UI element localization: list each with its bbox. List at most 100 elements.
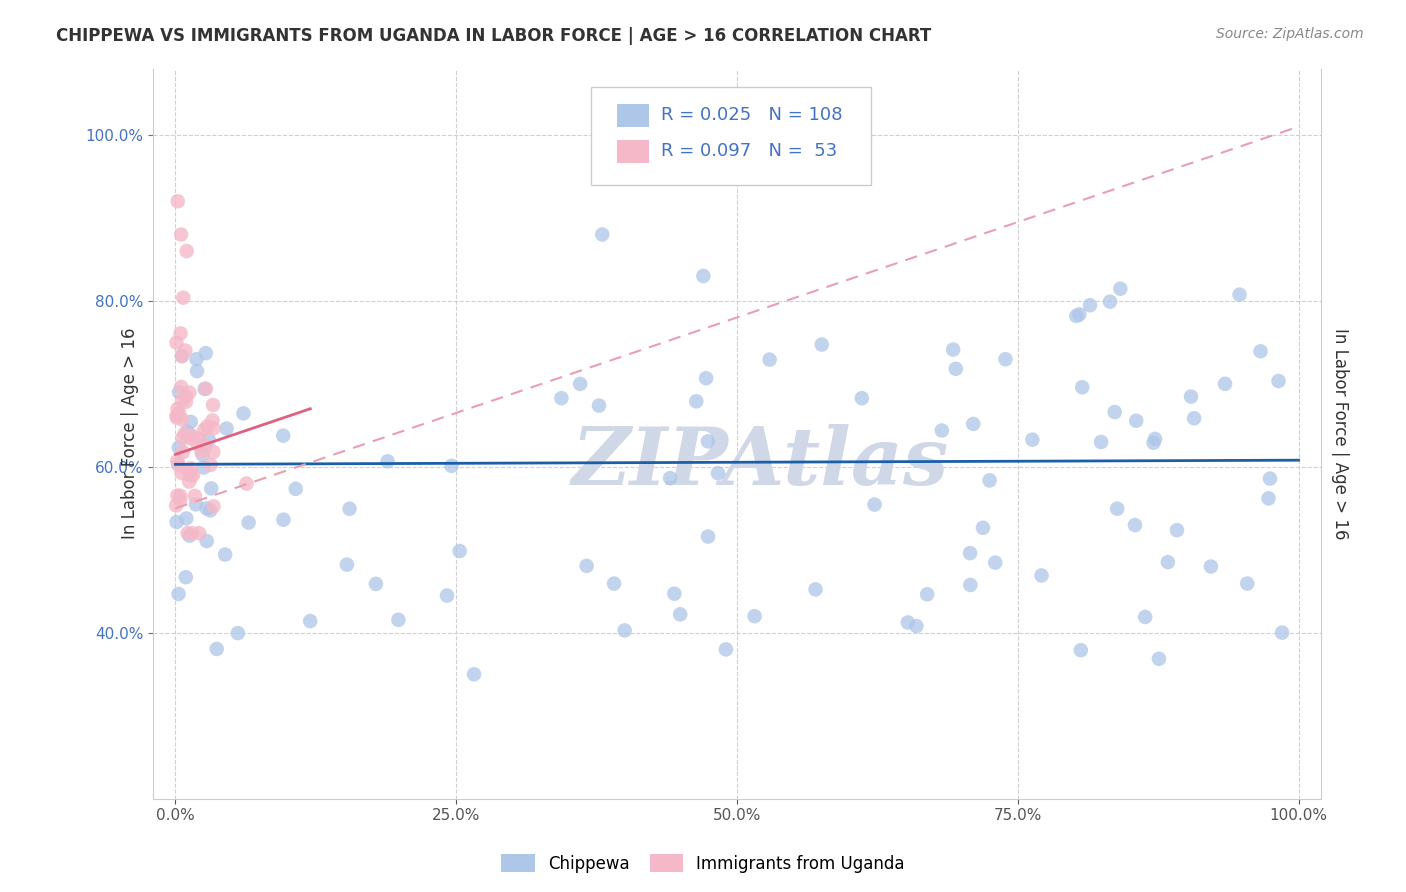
Point — [1069, 308, 1091, 322]
FancyBboxPatch shape — [617, 103, 650, 127]
Point — [174, 394, 197, 409]
Point — [364, 577, 387, 591]
Point — [197, 433, 219, 447]
Point — [1236, 576, 1258, 591]
Point — [1180, 390, 1202, 404]
Point — [550, 391, 572, 405]
Point — [984, 556, 1007, 570]
Point — [436, 589, 458, 603]
Point — [1143, 432, 1166, 446]
Point — [685, 394, 707, 409]
Point — [1071, 380, 1094, 394]
Point — [202, 421, 225, 435]
Point — [202, 398, 225, 412]
Point — [172, 445, 194, 459]
Point — [190, 445, 212, 459]
Point — [167, 587, 190, 601]
Point — [915, 587, 938, 601]
Point — [172, 393, 194, 408]
Point — [1142, 435, 1164, 450]
Point — [1147, 652, 1170, 666]
Point — [945, 361, 967, 376]
Point — [169, 493, 191, 508]
Point — [299, 614, 322, 628]
Point — [1070, 643, 1092, 657]
Point — [1125, 414, 1147, 428]
Point — [200, 482, 222, 496]
Point — [695, 371, 717, 385]
Point — [707, 466, 730, 480]
Point — [194, 382, 217, 396]
Point — [271, 428, 294, 442]
Point — [931, 424, 953, 438]
Point — [181, 526, 204, 541]
Point — [167, 406, 190, 420]
Point — [588, 399, 610, 413]
Point — [200, 503, 222, 517]
Point — [202, 445, 225, 459]
Point — [165, 499, 187, 513]
Point — [962, 417, 984, 431]
Point — [176, 244, 198, 258]
FancyBboxPatch shape — [591, 87, 872, 186]
Point — [167, 458, 190, 472]
Text: CHIPPEWA VS IMMIGRANTS FROM UGANDA IN LABOR FORCE | AGE > 16 CORRELATION CHART: CHIPPEWA VS IMMIGRANTS FROM UGANDA IN LA… — [56, 27, 932, 45]
Point — [186, 352, 208, 367]
Point — [1199, 559, 1222, 574]
Point — [1104, 405, 1126, 419]
Point — [804, 582, 827, 597]
Point — [180, 415, 202, 429]
Text: R = 0.097   N =  53: R = 0.097 N = 53 — [661, 142, 838, 160]
Point — [339, 501, 361, 516]
Point — [174, 570, 197, 584]
Point — [714, 642, 737, 657]
Point — [172, 431, 194, 445]
Point — [1271, 625, 1294, 640]
Point — [1267, 374, 1289, 388]
Point — [569, 376, 592, 391]
Point — [188, 526, 211, 541]
Y-axis label: In Labor Force | Age > 16: In Labor Force | Age > 16 — [1331, 328, 1348, 540]
Point — [1166, 523, 1188, 537]
Point — [170, 227, 193, 242]
Point — [449, 544, 471, 558]
Point — [232, 406, 254, 420]
Point — [1258, 472, 1281, 486]
Point — [238, 516, 260, 530]
Point — [1250, 344, 1272, 359]
Point — [591, 227, 613, 242]
Point — [194, 382, 217, 396]
Point — [173, 426, 195, 441]
Point — [959, 578, 981, 592]
Point — [167, 441, 190, 455]
Point — [166, 515, 188, 529]
Point — [1182, 411, 1205, 425]
Point — [179, 475, 201, 489]
Text: R = 0.025   N = 108: R = 0.025 N = 108 — [661, 105, 842, 123]
Point — [166, 335, 188, 350]
Point — [1229, 287, 1251, 301]
Point — [181, 429, 204, 443]
Point — [1031, 568, 1053, 582]
Point — [172, 412, 194, 426]
Point — [191, 448, 214, 462]
Point — [170, 349, 193, 363]
Point — [176, 425, 198, 439]
Point — [659, 471, 682, 485]
Point — [758, 352, 780, 367]
Point — [697, 530, 720, 544]
Point — [193, 423, 215, 437]
Point — [179, 385, 201, 400]
Point — [979, 474, 1001, 488]
Point — [169, 326, 191, 341]
Point — [669, 607, 692, 622]
Point — [187, 437, 209, 451]
FancyBboxPatch shape — [617, 140, 650, 163]
Point — [377, 454, 399, 468]
Point — [613, 624, 636, 638]
Point — [810, 337, 832, 351]
Point — [186, 364, 208, 378]
Point — [176, 526, 198, 541]
Point — [166, 489, 188, 503]
Text: ZIPAtlas: ZIPAtlas — [572, 424, 949, 501]
